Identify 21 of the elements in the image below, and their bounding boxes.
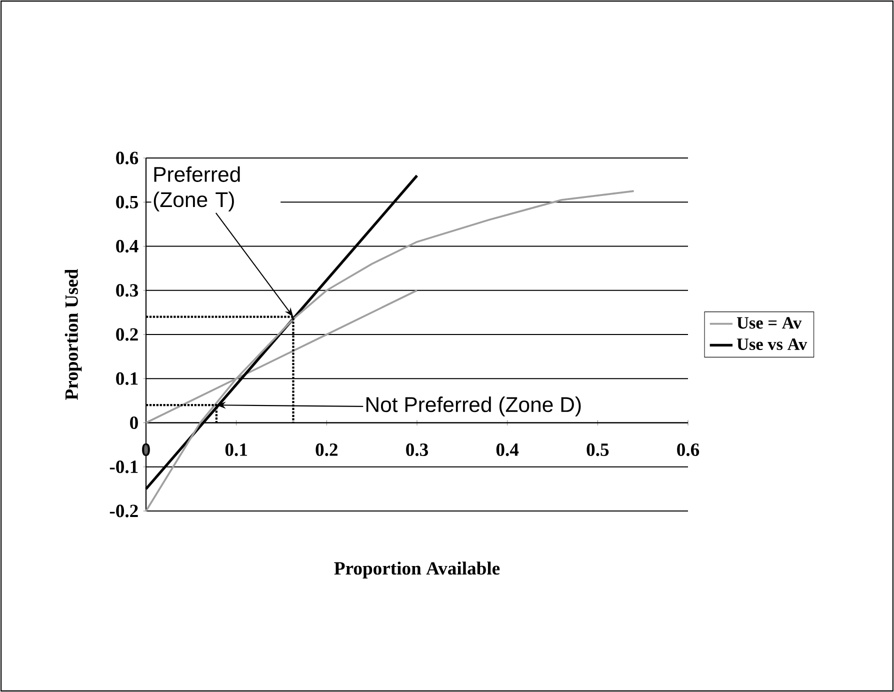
- y-tick-label: 0.1: [116, 372, 138, 385]
- x-tick-label: 0.2: [316, 443, 338, 456]
- y-axis-title: Proportion Used: [64, 269, 82, 400]
- y-tick-label: 0: [130, 416, 138, 430]
- legend-label: Use vs Av: [736, 338, 808, 350]
- x-axis-title: Proportion Available: [334, 562, 500, 578]
- y-tick-label: 0.4: [116, 240, 138, 253]
- x-tick-label: 0.1: [225, 443, 247, 456]
- y-tick-label: -0.1: [110, 460, 138, 474]
- y-tick-label: 0.6: [116, 152, 138, 164]
- annotation: Preferred (Zone T): [154, 166, 240, 212]
- y-tick-label: -0.2: [110, 504, 138, 518]
- legend-label: Use = Av: [736, 317, 802, 329]
- y-tick-label: 0.3: [116, 284, 138, 297]
- x-tick-label: 0.5: [586, 443, 609, 456]
- x-tick-label: 0.3: [406, 443, 428, 456]
- y-tick-label: 0.5: [116, 196, 138, 208]
- annotation: Not Preferred (Zone D): [366, 396, 581, 416]
- x-tick-label: 0.6: [677, 443, 700, 456]
- y-tick-label: 0.2: [116, 328, 138, 341]
- x-tick-label: 0.4: [496, 443, 519, 456]
